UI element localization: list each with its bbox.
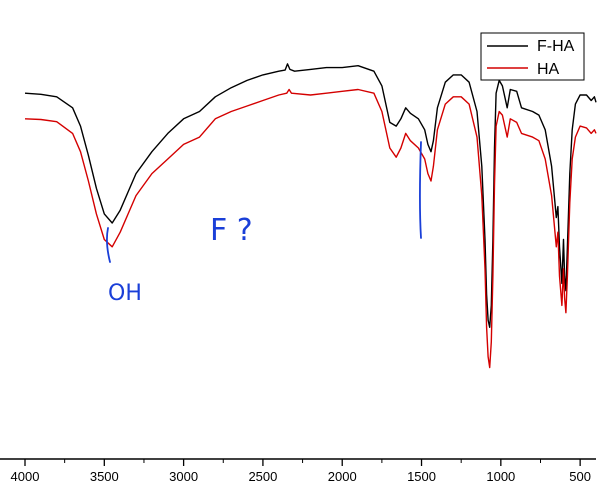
x-tick-label-2000: 2000	[328, 469, 357, 484]
f-marker-line	[418, 141, 422, 239]
f-question-annotation: F ?	[210, 213, 253, 248]
x-tick-label-3500: 3500	[90, 469, 119, 484]
x-tick-label-3000: 3000	[169, 469, 198, 484]
x-axis: 4000 3500 3000 2500 2000 1500 1000 500	[0, 458, 596, 484]
plot-area	[24, 63, 597, 369]
series-line-f-ha	[24, 63, 597, 328]
x-tick-label-2500: 2500	[248, 469, 277, 484]
x-tick-label-500: 500	[569, 469, 591, 484]
legend-box	[480, 32, 585, 81]
oh-marker-line	[106, 227, 111, 263]
oh-annotation-text: OH	[108, 281, 142, 306]
legend-label-ha: HA	[537, 61, 560, 78]
x-tick-label-1500: 1500	[407, 469, 436, 484]
handwritten-annotations: OH F ?	[106, 141, 422, 306]
x-tick-label-1000: 1000	[486, 469, 515, 484]
series-line-ha	[24, 88, 597, 369]
legend-label-f-ha: F-HA	[537, 38, 575, 55]
x-tick-label-4000: 4000	[11, 469, 40, 484]
legend: F-HA HA	[480, 32, 585, 81]
